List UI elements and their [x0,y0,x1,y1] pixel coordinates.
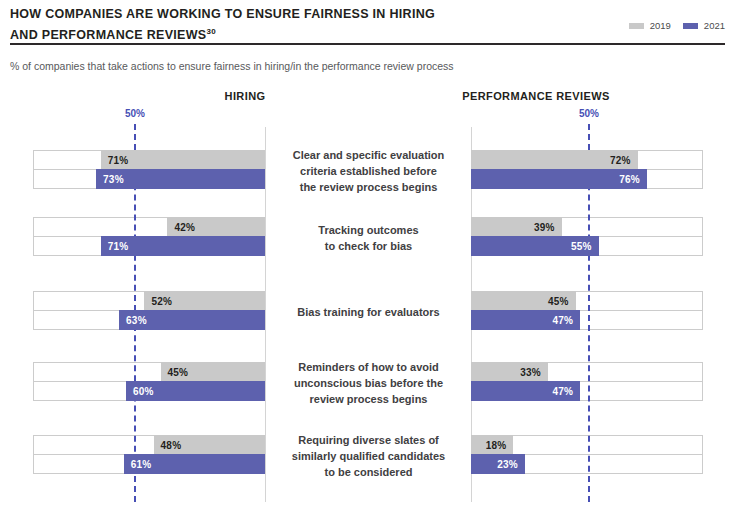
bar-value-label: 71% [101,155,136,166]
performance-2019-bar: 39% [471,217,703,237]
performance-2021-bar: 23% [471,454,703,474]
performance-2019-fill: 33% [471,362,548,382]
hiring-baseline-axis [265,127,266,502]
hiring-bar-pair: 42% 71% [33,217,265,256]
category-label: Tracking outcomesto check for bias [270,217,467,258]
performance-2021-bar: 76% [471,169,703,189]
category-label: Clear and specific evaluationcriteria es… [270,150,467,191]
hiring-bar-pair: 71% 73% [33,150,265,189]
performance-50pct-label: 50% [579,108,599,119]
bar-value-label: 63% [119,315,154,326]
performance-2021-fill: 55% [471,236,599,256]
category-label-text: Tracking outcomesto check for bias [318,222,418,254]
bar-value-label: 52% [144,296,179,307]
performance-2021-bar: 55% [471,236,703,256]
performance-2021-fill: 23% [471,454,525,474]
bar-value-label: 73% [96,174,131,185]
bar-value-label: 48% [154,440,189,451]
hiring-2019-fill: 71% [101,150,265,170]
hiring-2021-bar: 71% [33,236,265,256]
hiring-2021-fill: 63% [119,310,265,330]
hiring-bar-pair: 52% 63% [33,291,265,330]
performance-bar-pair: 39%55% [471,217,703,256]
hiring-50pct-label: 50% [125,108,145,119]
category-label: Reminders of how to avoidunconscious bia… [270,362,467,403]
hiring-2021-fill: 60% [126,381,265,401]
hiring-2019-fill: 52% [144,291,265,311]
performance-2019-bar: 18% [471,435,703,455]
hiring-column-header: HIRING [225,90,266,102]
bar-value-label: 23% [490,459,525,470]
category-label: Requiring diverse slates ofsimilarly qua… [270,435,467,476]
hiring-2019-bar: 48% [33,435,265,455]
performance-2019-bar: 72% [471,150,703,170]
hiring-2021-bar: 61% [33,454,265,474]
category-label-text: Clear and specific evaluationcriteria es… [293,147,445,195]
performance-2021-fill: 47% [471,381,580,401]
category-label-text: Requiring diverse slates ofsimilarly qua… [292,432,445,480]
performance-column-header: PERFORMANCE REVIEWS [462,90,610,102]
performance-2019-fill: 18% [471,435,513,455]
bar-value-label: 76% [612,174,647,185]
bar-value-label: 61% [124,459,159,470]
bar-value-label: 60% [126,386,161,397]
performance-2019-fill: 39% [471,217,562,237]
category-label: Bias training for evaluators [270,291,467,332]
performance-2019-fill: 45% [471,291,576,311]
hiring-2019-bar: 45% [33,362,265,382]
hiring-bar-pair: 48% 61% [33,435,265,474]
category-label-text: Reminders of how to avoidunconscious bia… [294,359,443,407]
hiring-2019-fill: 48% [154,435,265,455]
performance-bar-pair: 33% 47% [471,362,703,401]
performance-2021-bar: 47% [471,310,703,330]
bar-value-label: 18% [479,440,514,451]
performance-bar-pair: 18% 23% [471,435,703,474]
bar-value-label: 42% [167,222,202,233]
hiring-2019-bar: 42% [33,217,265,237]
performance-2019-bar: 33% [471,362,703,382]
bar-value-label: 55% [564,241,599,252]
hiring-2019-fill: 45% [161,362,266,382]
bar-value-label: 71% [101,241,136,252]
bar-value-label: 72% [603,155,638,166]
bar-value-label: 47% [545,315,580,326]
performance-2021-fill: 47% [471,310,580,330]
hiring-2021-fill: 73% [96,169,265,189]
performance-bar-pair: 72% 76% [471,150,703,189]
hiring-2019-bar: 71% [33,150,265,170]
hiring-2021-bar: 63% [33,310,265,330]
bar-value-label: 45% [541,296,576,307]
category-label-text: Bias training for evaluators [297,304,439,320]
hiring-2021-fill: 71% [101,236,265,256]
bar-value-label: 47% [545,386,580,397]
performance-2021-fill: 76% [471,169,647,189]
hiring-2019-bar: 52% [33,291,265,311]
bar-value-label: 39% [527,222,562,233]
hiring-bar-pair: 45%60% [33,362,265,401]
performance-2019-bar: 45% [471,291,703,311]
performance-bar-pair: 45% 47% [471,291,703,330]
paired-bar-chart: HIRING PERFORMANCE REVIEWS 50% 50% 71% 73… [0,0,751,511]
hiring-2021-bar: 73% [33,169,265,189]
bar-value-label: 45% [161,367,196,378]
hiring-2019-fill: 42% [167,217,265,237]
fairness-chart-page: HOW COMPANIES ARE WORKING TO ENSURE FAIR… [0,0,751,511]
performance-2019-fill: 72% [471,150,638,170]
hiring-2021-bar: 60% [33,381,265,401]
bar-value-label: 33% [513,367,548,378]
performance-2021-bar: 47% [471,381,703,401]
hiring-2021-fill: 61% [124,454,265,474]
